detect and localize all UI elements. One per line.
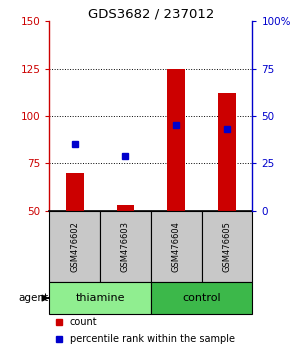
Bar bbox=[117, 205, 134, 211]
Text: percentile rank within the sample: percentile rank within the sample bbox=[70, 334, 235, 344]
Text: agent: agent bbox=[18, 293, 48, 303]
Bar bbox=[49, 282, 151, 314]
Bar bbox=[100, 211, 151, 282]
Bar bbox=[218, 93, 236, 211]
Text: GSM476603: GSM476603 bbox=[121, 221, 130, 272]
Text: control: control bbox=[182, 293, 221, 303]
Bar bbox=[49, 211, 100, 282]
Bar bbox=[66, 173, 84, 211]
Bar bbox=[151, 282, 252, 314]
Text: GSM476605: GSM476605 bbox=[222, 221, 231, 272]
Text: GSM476604: GSM476604 bbox=[172, 221, 181, 272]
Text: thiamine: thiamine bbox=[75, 293, 125, 303]
Text: GSM476602: GSM476602 bbox=[70, 221, 79, 272]
Title: GDS3682 / 237012: GDS3682 / 237012 bbox=[88, 7, 214, 20]
Bar bbox=[167, 69, 185, 211]
Bar bbox=[151, 211, 202, 282]
Bar bbox=[202, 211, 252, 282]
Text: count: count bbox=[70, 318, 97, 327]
